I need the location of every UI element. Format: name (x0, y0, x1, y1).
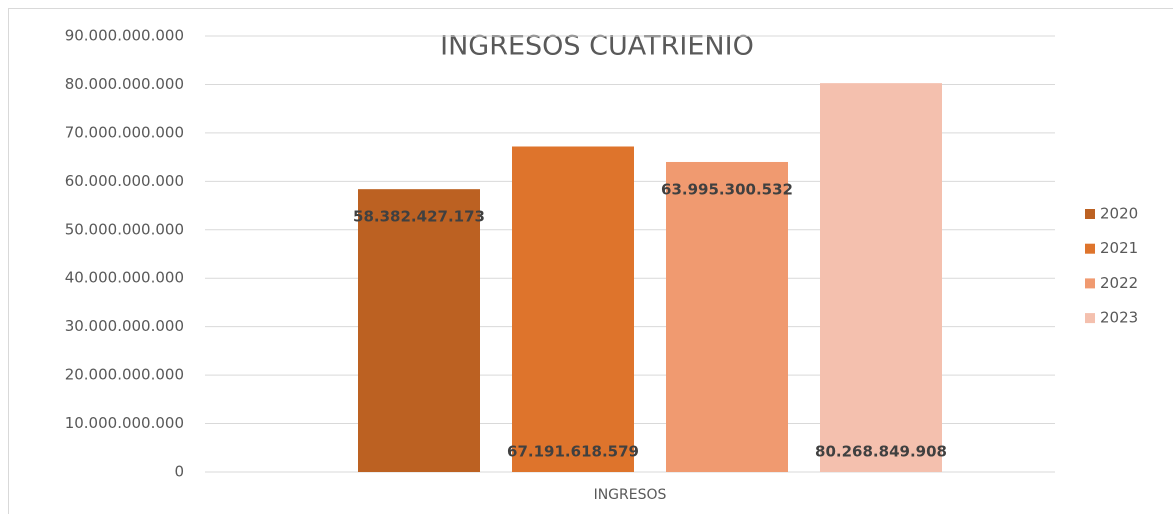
chart-border (8, 8, 1173, 514)
legend-label: 2020 (1100, 205, 1138, 223)
x-tick-label: INGRESOS (594, 487, 667, 503)
data-label: 67.191.618.579 (507, 443, 639, 461)
y-tick-label: 40.000.000.000 (65, 269, 184, 287)
data-label: 63.995.300.532 (661, 180, 793, 198)
y-tick-label: 80.000.000.000 (65, 75, 184, 93)
bar (358, 189, 480, 473)
y-tick-label: 10.000.000.000 (65, 414, 184, 432)
y-tick-label: 50.000.000.000 (65, 220, 184, 238)
data-label: 58.382.427.173 (353, 208, 485, 226)
y-tick-label: 90.000.000.000 (65, 27, 184, 45)
legend-label: 2021 (1100, 239, 1138, 257)
bar (666, 161, 788, 472)
legend-swatch (1085, 243, 1095, 254)
y-tick-label: 30.000.000.000 (65, 317, 184, 335)
bar (820, 83, 942, 472)
legend-swatch (1085, 278, 1095, 289)
legend-swatch (1085, 313, 1095, 324)
legend-label: 2022 (1100, 274, 1138, 292)
chart-title: INGRESOS CUATRIENIO (440, 31, 754, 62)
legend-swatch (1085, 209, 1095, 219)
data-label: 80.268.849.908 (815, 443, 947, 461)
y-tick-label: 0 (174, 463, 184, 481)
y-tick-label: 60.000.000.000 (65, 172, 184, 190)
legend-label: 2023 (1100, 309, 1138, 327)
bar (512, 146, 634, 472)
y-tick-label: 20.000.000.000 (65, 366, 184, 384)
y-tick-label: 70.000.000.000 (65, 123, 184, 141)
